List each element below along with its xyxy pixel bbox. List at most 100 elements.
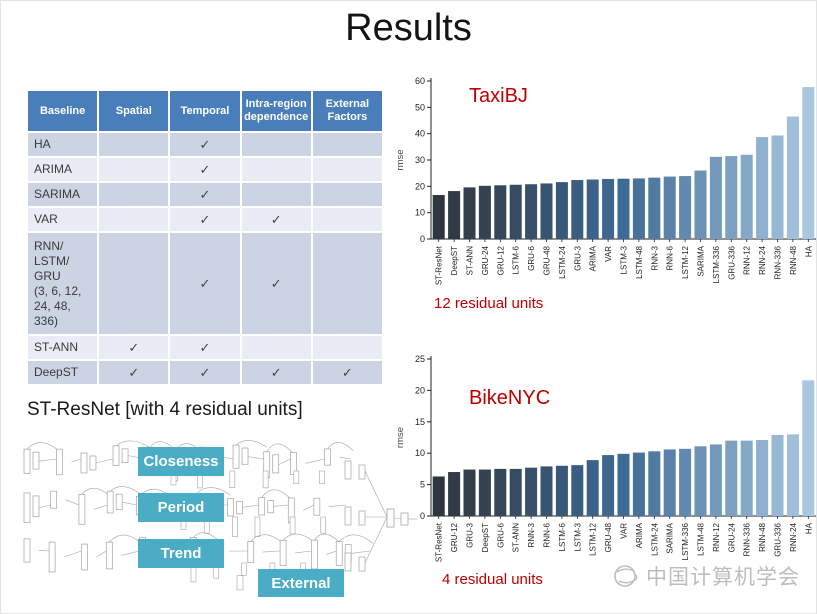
svg-text:GRU-12: GRU-12	[450, 522, 459, 552]
empty-cell	[241, 133, 311, 156]
svg-text:40: 40	[415, 129, 425, 139]
baseline-name-cell: ST-ANN	[28, 336, 98, 359]
empty-cell	[99, 208, 169, 231]
svg-text:0: 0	[420, 511, 425, 521]
empty-cell	[99, 133, 169, 156]
check-icon: ✓	[99, 361, 169, 384]
empty-cell	[312, 158, 382, 181]
bar-HA	[802, 87, 815, 239]
bar-LSTM-48	[694, 446, 707, 516]
taxibj-bar-chart: 0 10 20 30 40 50 60 rmse ST-ResNet DeepST ST-ANN GR…	[395, 76, 816, 285]
bar-GRU-6	[494, 468, 507, 516]
bar-LSTM-336	[709, 156, 722, 239]
check-icon: ✓	[241, 361, 311, 384]
baseline-name-cell: SARIMA	[28, 183, 98, 206]
column-header: Spatial	[99, 91, 169, 131]
svg-text:LSTM-24: LSTM-24	[650, 522, 659, 555]
bikenyc-bar-chart: 0 5 10 15 20 25 rmse ST-ResNet GRU-12 GRU-3 DeepST…	[395, 354, 816, 562]
empty-cell	[312, 208, 382, 231]
bar-ST-ANN	[509, 468, 522, 516]
baseline-comparison-table: Baseline Spatial Temporal Intra-region depe…	[26, 89, 384, 386]
bar-DeepST	[478, 469, 491, 516]
bar-LSTM-24	[555, 182, 568, 239]
column-header: Intra-region dependence	[241, 91, 311, 131]
svg-text:5: 5	[420, 480, 425, 490]
svg-text:GRU-6: GRU-6	[527, 245, 536, 270]
empty-cell	[312, 233, 382, 334]
svg-text:0: 0	[420, 234, 425, 244]
bar-GRU-6	[525, 184, 538, 239]
bar-LSTM-6	[509, 184, 522, 239]
svg-text:ST-ResNet: ST-ResNet	[435, 522, 444, 562]
watermark-text: 中国计算机学会	[646, 566, 800, 589]
svg-text:30: 30	[415, 155, 425, 165]
check-icon: ✓	[170, 233, 240, 334]
table-row: DeepST ✓ ✓ ✓ ✓	[28, 361, 382, 384]
bar-GRU-3	[463, 469, 476, 516]
svg-text:rmse: rmse	[395, 427, 406, 448]
bar-LSTM-6	[555, 465, 568, 516]
svg-text:LSTM-48: LSTM-48	[697, 522, 706, 555]
svg-text:LSTM-24: LSTM-24	[558, 245, 567, 278]
column-header: Temporal	[170, 91, 240, 131]
baseline-name-cell: VAR	[28, 208, 98, 231]
svg-text:10: 10	[415, 208, 425, 218]
svg-text:LSTM-3: LSTM-3	[573, 522, 582, 551]
svg-text:RNN-3: RNN-3	[650, 245, 659, 270]
bar-LSTM-24	[648, 451, 661, 516]
table-row: ARIMA ✓	[28, 158, 382, 181]
table-row: SARIMA ✓	[28, 183, 382, 206]
baseline-name-cell: ARIMA	[28, 158, 98, 181]
check-icon: ✓	[241, 208, 311, 231]
svg-text:RNN-6: RNN-6	[543, 522, 552, 547]
empty-cell	[312, 133, 382, 156]
table-row: RNN/ LSTM/ GRU (3, 6, 12, 24, 48, 336) ✓ ✓	[28, 233, 382, 334]
bar-GRU-3	[571, 180, 584, 239]
baseline-name-cell: HA	[28, 133, 98, 156]
bar-RNN-24	[756, 137, 769, 239]
svg-text:RNN-12: RNN-12	[712, 522, 721, 551]
svg-text:RNN-336: RNN-336	[743, 522, 752, 556]
check-icon: ✓	[170, 336, 240, 359]
bar-LSTM-3	[617, 178, 630, 239]
svg-text:GRU-48: GRU-48	[543, 245, 552, 275]
bar-ST-ResNet	[432, 195, 445, 239]
svg-text:LSTM-48: LSTM-48	[635, 245, 644, 278]
bar-GRU-12	[448, 472, 461, 516]
check-icon: ✓	[170, 133, 240, 156]
svg-text:LSTM-336: LSTM-336	[681, 522, 690, 560]
svg-text:VAR: VAR	[620, 523, 629, 539]
baseline-name-cell: RNN/ LSTM/ GRU (3, 6, 12, 24, 48, 336)	[28, 233, 98, 334]
svg-text:rmse: rmse	[395, 149, 406, 170]
bar-LSTM-336	[679, 448, 692, 516]
svg-text:DeepST: DeepST	[450, 246, 459, 275]
watermark: 中国计算机学会	[611, 561, 800, 591]
svg-text:GRU-336: GRU-336	[774, 522, 783, 556]
bar-GRU-24	[725, 440, 738, 516]
taxibj-chart-caption: 12 residual units	[434, 295, 544, 312]
bar-ST-ANN	[463, 187, 476, 239]
page-title: Results	[345, 7, 472, 49]
bikenyc-chart-caption: 4 residual units	[442, 571, 543, 588]
svg-text:50: 50	[415, 102, 425, 112]
column-header: External Factors	[312, 91, 382, 131]
check-icon: ✓	[99, 336, 169, 359]
diagram-title: ST-ResNet [with 4 residual units]	[27, 399, 303, 420]
svg-text:ARIMA: ARIMA	[635, 522, 644, 548]
svg-text:LSTM-6: LSTM-6	[512, 245, 521, 274]
bar-LSTM-12	[586, 460, 599, 516]
bar-LSTM-3	[571, 465, 584, 516]
svg-text:RNN-3: RNN-3	[527, 522, 536, 547]
svg-text:GRU-12: GRU-12	[496, 245, 505, 275]
check-icon: ✓	[170, 158, 240, 181]
check-icon: ✓	[312, 361, 382, 384]
empty-cell	[99, 183, 169, 206]
bar-VAR	[617, 453, 630, 516]
table-row: HA ✓	[28, 133, 382, 156]
svg-text:GRU-3: GRU-3	[466, 522, 475, 547]
bar-GRU-336	[771, 434, 784, 516]
bar-RNN-336	[740, 440, 753, 516]
trend-label: Trend	[138, 539, 224, 568]
empty-cell	[241, 158, 311, 181]
